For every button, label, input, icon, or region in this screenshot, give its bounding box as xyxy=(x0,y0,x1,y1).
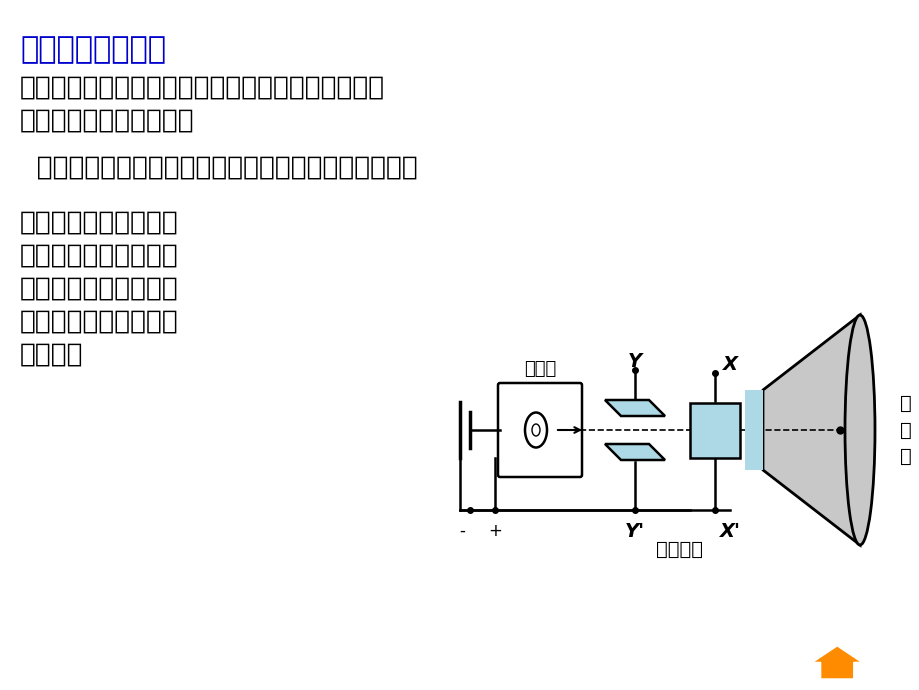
Text: X': X' xyxy=(719,522,740,541)
Text: 偏转电极上加需要研究: 偏转电极上加需要研究 xyxy=(20,309,178,335)
Text: 利用两组正交的偏转极板，可以控制电子打在荧光屏: 利用两组正交的偏转极板，可以控制电子打在荧光屏 xyxy=(20,75,385,101)
Text: 上的位置。示意图如右：: 上的位置。示意图如右： xyxy=(20,108,195,134)
FancyBboxPatch shape xyxy=(497,383,582,477)
Text: 荧
光
屏: 荧 光 屏 xyxy=(899,394,911,466)
Text: 加扫描电压（从左向右: 加扫描电压（从左向右 xyxy=(20,243,178,269)
Text: 周期性扫描），在竖直: 周期性扫描），在竖直 xyxy=(20,276,178,302)
Text: 的信号。: 的信号。 xyxy=(20,342,84,368)
Text: Y: Y xyxy=(628,352,641,371)
Text: 二、示波管的原理: 二、示波管的原理 xyxy=(20,35,165,64)
Text: -: - xyxy=(459,522,464,540)
Polygon shape xyxy=(811,646,861,679)
FancyBboxPatch shape xyxy=(689,403,739,458)
Text: 偏转电极: 偏转电极 xyxy=(656,540,703,559)
Text: 一般在水平偏转电极上: 一般在水平偏转电极上 xyxy=(20,210,178,236)
Ellipse shape xyxy=(531,424,539,436)
Text: 电子枪: 电子枪 xyxy=(523,360,555,378)
Text: 两组偏转电极分别控制电子在水平、竖直方向的偏转。: 两组偏转电极分别控制电子在水平、竖直方向的偏转。 xyxy=(20,155,417,181)
Text: +: + xyxy=(488,522,502,540)
Ellipse shape xyxy=(844,315,874,545)
Polygon shape xyxy=(605,400,664,416)
Polygon shape xyxy=(605,444,664,460)
Text: Y': Y' xyxy=(624,522,644,541)
Bar xyxy=(744,390,762,470)
Polygon shape xyxy=(762,315,859,545)
Ellipse shape xyxy=(525,413,547,448)
Text: X: X xyxy=(721,355,737,374)
